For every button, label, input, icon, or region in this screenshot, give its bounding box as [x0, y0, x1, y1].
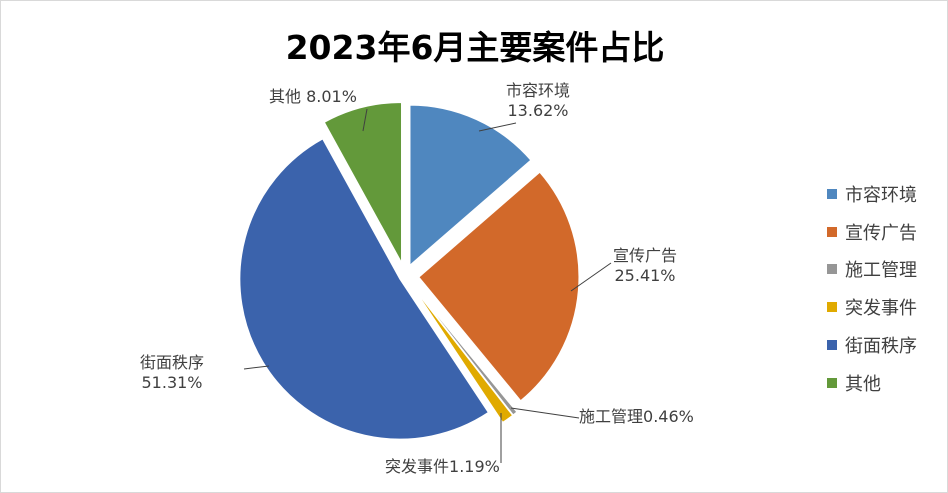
legend-swatch [827, 377, 837, 388]
legend-item-4: 街面秩序 [827, 326, 917, 364]
pie-slice-4 [239, 138, 489, 440]
data-label-4: 街面秩序 51.31% [140, 353, 205, 392]
legend-swatch [827, 226, 837, 237]
legend-swatch [827, 340, 837, 351]
legend-label: 市容环境 [845, 184, 917, 206]
data-label-2: 施工管理0.46% [579, 407, 694, 426]
legend: 市容环境宣传广告施工管理突发事件街面秩序其他 [827, 175, 917, 402]
data-label-5: 其他 8.01% [269, 87, 357, 106]
legend-item-2: 施工管理 [827, 251, 917, 289]
data-label-0: 市容环境 13.62% [506, 81, 571, 120]
data-label-1: 宣传广告 25.41% [613, 246, 678, 285]
legend-item-3: 突发事件 [827, 288, 917, 326]
legend-label: 宣传广告 [845, 222, 917, 244]
pie-slice-5 [323, 101, 403, 263]
pie-slice-1 [418, 171, 580, 402]
pie-slice-3 [413, 288, 514, 424]
leader-line-1 [570, 262, 612, 292]
leader-line-5 [362, 108, 368, 132]
pie-slice-0 [409, 104, 532, 267]
legend-swatch [827, 302, 837, 313]
legend-label: 施工管理 [845, 260, 917, 282]
leader-line-4 [243, 365, 270, 370]
leader-line-2 [510, 407, 580, 419]
legend-swatch [827, 188, 837, 199]
legend-label: 其他 [845, 373, 881, 395]
legend-item-5: 其他 [827, 364, 917, 402]
legend-item-0: 市容环境 [827, 175, 917, 213]
legend-swatch [827, 264, 837, 275]
chart-title: 2023年6月主要案件占比 [285, 28, 665, 67]
data-label-3: 突发事件1.19% [385, 457, 500, 476]
leader-line-0 [478, 122, 517, 132]
legend-label: 街面秩序 [845, 336, 917, 358]
legend-item-1: 宣传广告 [827, 213, 917, 251]
legend-label: 突发事件 [845, 298, 917, 320]
pie-slice-2 [414, 288, 518, 416]
